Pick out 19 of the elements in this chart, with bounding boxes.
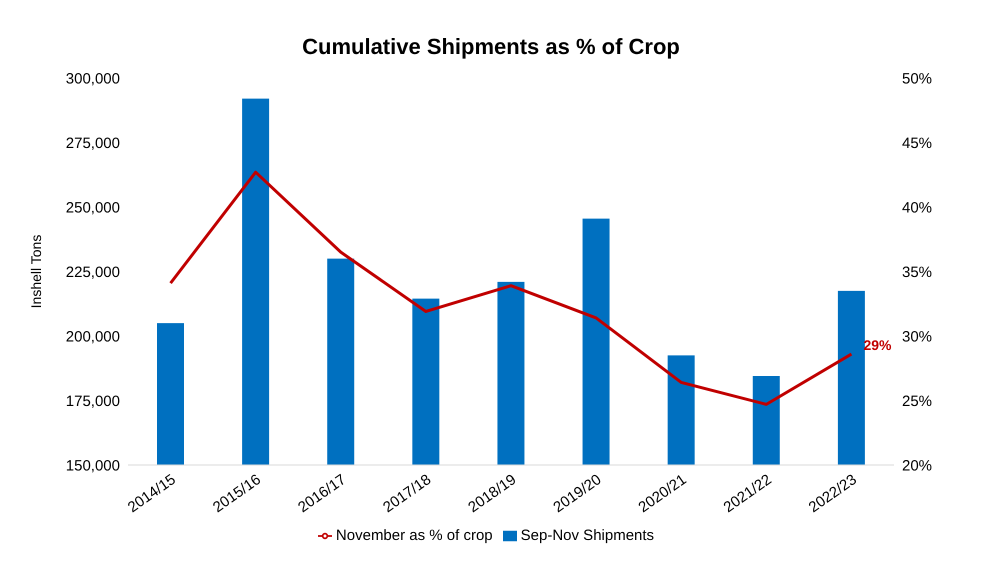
y-tick-label: 300,000 <box>66 70 120 88</box>
y2-tick-label: 40% <box>902 199 932 216</box>
y-tick-label: 250,000 <box>66 199 120 216</box>
chart-title: Cumulative Shipments as % of Crop <box>301 33 681 61</box>
legend-label: Sep-Nov Shipments <box>520 527 654 544</box>
y-tick-label: 150,000 <box>66 457 120 474</box>
y2-tick-label: 30% <box>902 328 932 346</box>
legend-label: November as % of crop <box>336 527 493 544</box>
y2-tick-label: 20% <box>902 457 932 474</box>
y2-tick-label: 45% <box>902 134 932 152</box>
y-tick-label: 175,000 <box>66 392 120 410</box>
line-series <box>169 170 853 406</box>
y2-tick-label: 50% <box>902 70 932 88</box>
y2-tick-label: 35% <box>902 264 932 281</box>
y-tick-label: 275,000 <box>66 134 120 152</box>
y-axis-title: Inshell Tons <box>28 234 44 308</box>
y2-tick-label: 25% <box>902 392 932 410</box>
y-tick-label: 225,000 <box>66 264 120 281</box>
y-tick-label: 200,000 <box>66 328 120 346</box>
